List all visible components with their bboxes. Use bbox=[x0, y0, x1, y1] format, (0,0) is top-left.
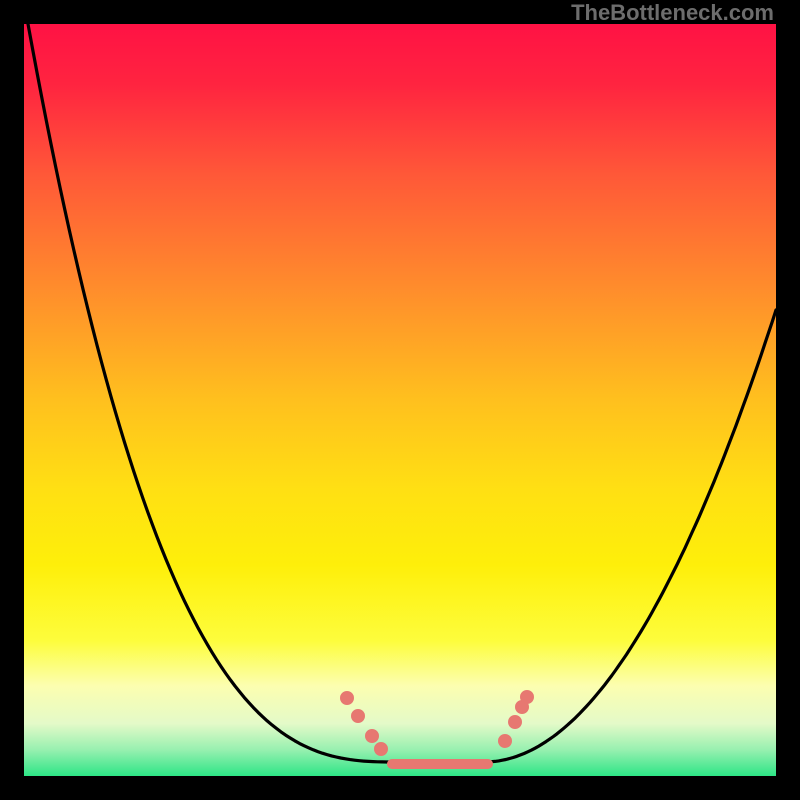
chart-frame: TheBottleneck.com bbox=[0, 0, 800, 800]
curve-marker-dot bbox=[366, 730, 379, 743]
watermark-text: TheBottleneck.com bbox=[571, 0, 774, 26]
bottleneck-curve-chart bbox=[0, 0, 800, 800]
curve-marker-dot bbox=[509, 716, 522, 729]
chart-background-gradient bbox=[24, 24, 776, 776]
curve-marker-dot bbox=[521, 691, 534, 704]
curve-marker-dot bbox=[341, 692, 354, 705]
curve-marker-dot bbox=[352, 710, 365, 723]
curve-marker-dot bbox=[375, 743, 388, 756]
curve-marker-dot bbox=[499, 735, 512, 748]
